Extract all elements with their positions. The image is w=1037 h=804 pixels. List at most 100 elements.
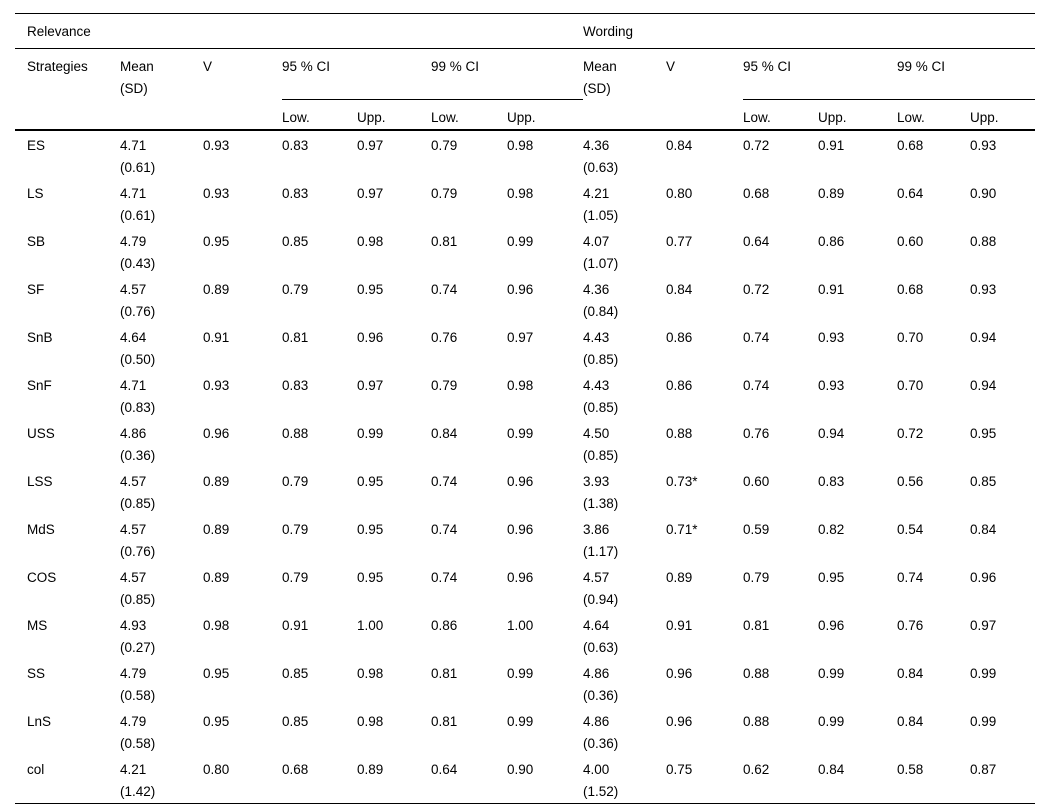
wording-ci99-upp-cell: 0.95 xyxy=(970,426,997,441)
sd-value: (1.42) xyxy=(120,784,156,799)
sd-value: (0.58) xyxy=(120,688,156,703)
mean-value: 4.79 xyxy=(120,666,147,681)
table-row: SF 4.57 (0.76) 0.89 0.79 0.95 0.74 0.96 … xyxy=(15,275,1035,323)
relevance-ci95-low-cell: 0.85 xyxy=(282,234,309,249)
relevance-mean-sd-cell: 4.79 (0.58) xyxy=(120,659,203,707)
table-body: ES 4.71 (0.61) 0.93 0.83 0.97 0.79 0.98 … xyxy=(15,130,1035,804)
wording-v-cell: 0.96 xyxy=(666,714,693,729)
relevance-mean-sd-cell: 4.71 (0.83) xyxy=(120,371,203,419)
relevance-ci99-upp-cell: 0.96 xyxy=(507,522,534,537)
wording-ci99-upp-cell: 0.96 xyxy=(970,570,997,585)
strategy-label: SF xyxy=(27,282,45,297)
relevance-ci99-upp-cell: 0.98 xyxy=(507,378,534,393)
wording-v-cell: 0.86 xyxy=(666,330,693,345)
wording-ci99-upp-cell: 0.90 xyxy=(970,186,997,201)
relevance-ci95-upp-cell: 0.95 xyxy=(357,474,384,489)
mean-value: 4.21 xyxy=(583,186,610,201)
relevance-mean-sd-cell: 4.86 (0.36) xyxy=(120,419,203,467)
sd-value: (1.38) xyxy=(583,496,619,511)
relevance-ci99-upp-cell: 0.90 xyxy=(507,762,534,777)
relevance-ci99-low-cell: 0.76 xyxy=(431,330,458,345)
col-header-ci95-upp-wording: Upp. xyxy=(818,110,847,125)
sd-value: (0.27) xyxy=(120,640,156,655)
wording-ci95-low-cell: 0.72 xyxy=(743,138,770,153)
wording-ci95-upp-cell: 0.99 xyxy=(818,714,845,729)
col-header-ci95-low-wording: Low. xyxy=(743,110,771,125)
mean-value: 4.57 xyxy=(120,282,147,297)
relevance-ci99-low-cell: 0.64 xyxy=(431,762,458,777)
wording-ci95-low-cell: 0.81 xyxy=(743,618,770,633)
relevance-v-cell: 0.89 xyxy=(203,282,230,297)
strategy-label: SnB xyxy=(27,330,53,345)
relevance-ci99-low-cell: 0.74 xyxy=(431,522,458,537)
wording-ci95-upp-cell: 0.86 xyxy=(818,234,845,249)
wording-ci95-low-cell: 0.64 xyxy=(743,234,770,249)
wording-ci95-low-cell: 0.62 xyxy=(743,762,770,777)
wording-ci95-low-cell: 0.88 xyxy=(743,666,770,681)
sd-value: (0.85) xyxy=(120,592,156,607)
wording-ci95-upp-cell: 0.91 xyxy=(818,138,845,153)
mean-header-line: Mean xyxy=(120,59,154,74)
wording-ci95-low-cell: 0.74 xyxy=(743,330,770,345)
relevance-ci99-upp-cell: 0.99 xyxy=(507,714,534,729)
relevance-ci95-upp-cell: 0.98 xyxy=(357,714,384,729)
table-row: MdS 4.57 (0.76) 0.89 0.79 0.95 0.74 0.96… xyxy=(15,515,1035,563)
relevance-mean-sd-cell: 4.93 (0.27) xyxy=(120,611,203,659)
wording-ci99-low-cell: 0.84 xyxy=(897,714,924,729)
wording-ci95-low-cell: 0.59 xyxy=(743,522,770,537)
wording-ci95-upp-cell: 0.84 xyxy=(818,762,845,777)
relevance-ci95-upp-cell: 0.95 xyxy=(357,282,384,297)
col-header-ci99-upp-relevance: Upp. xyxy=(507,110,536,125)
relevance-v-cell: 0.93 xyxy=(203,186,230,201)
column-header-row: Strategies Mean (SD) V 95 % CI 99 % CI M… xyxy=(15,48,1036,100)
relevance-ci99-upp-cell: 0.97 xyxy=(507,330,534,345)
statistics-table: Relevance Wording Strategies Mean (SD) V… xyxy=(15,13,1036,804)
relevance-v-cell: 0.89 xyxy=(203,474,230,489)
relevance-ci95-upp-cell: 0.95 xyxy=(357,570,384,585)
relevance-v-cell: 0.89 xyxy=(203,570,230,585)
mean-value: 4.86 xyxy=(583,666,610,681)
relevance-v-cell: 0.96 xyxy=(203,426,230,441)
section-header-row: Relevance Wording xyxy=(15,14,1036,49)
wording-mean-sd-cell: 4.00 (1.52) xyxy=(583,755,666,804)
wording-ci95-upp-cell: 0.93 xyxy=(818,378,845,393)
relevance-v-cell: 0.89 xyxy=(203,522,230,537)
relevance-v-cell: 0.80 xyxy=(203,762,230,777)
relevance-v-cell: 0.98 xyxy=(203,618,230,633)
wording-ci99-low-cell: 0.68 xyxy=(897,138,924,153)
strategy-label: MdS xyxy=(27,522,55,537)
col-header-ci99-upp-wording: Upp. xyxy=(970,110,999,125)
wording-ci95-low-cell: 0.60 xyxy=(743,474,770,489)
sd-value: (0.61) xyxy=(120,208,156,223)
strategy-label: ES xyxy=(27,138,46,153)
wording-v-cell: 0.75 xyxy=(666,762,693,777)
wording-ci99-low-cell: 0.76 xyxy=(897,618,924,633)
sd-value: (0.36) xyxy=(583,736,619,751)
wording-mean-sd-cell: 3.93 (1.38) xyxy=(583,467,666,515)
wording-ci99-upp-cell: 0.94 xyxy=(970,330,997,345)
wording-mean-sd-cell: 4.43 (0.85) xyxy=(583,323,666,371)
wording-v-cell: 0.80 xyxy=(666,186,693,201)
relevance-ci99-low-cell: 0.86 xyxy=(431,618,458,633)
wording-mean-sd-cell: 4.36 (0.84) xyxy=(583,275,666,323)
wording-v-cell: 0.71* xyxy=(666,522,698,537)
mean-value: 4.86 xyxy=(583,714,610,729)
relevance-ci99-upp-cell: 0.99 xyxy=(507,666,534,681)
table-row: SB 4.79 (0.43) 0.95 0.85 0.98 0.81 0.99 … xyxy=(15,227,1035,275)
relevance-ci95-low-cell: 0.83 xyxy=(282,378,309,393)
relevance-ci99-low-cell: 0.74 xyxy=(431,474,458,489)
wording-v-cell: 0.96 xyxy=(666,666,693,681)
strategy-label: LS xyxy=(27,186,44,201)
relevance-ci99-upp-cell: 0.98 xyxy=(507,186,534,201)
mean-value: 4.43 xyxy=(583,378,610,393)
relevance-v-cell: 0.95 xyxy=(203,714,230,729)
wording-ci95-upp-cell: 0.99 xyxy=(818,666,845,681)
sd-value: (0.83) xyxy=(120,400,156,415)
sd-value: (0.63) xyxy=(583,640,619,655)
mean-value: 4.93 xyxy=(120,618,147,633)
wording-ci99-low-cell: 0.84 xyxy=(897,666,924,681)
relevance-mean-sd-cell: 4.57 (0.76) xyxy=(120,275,203,323)
sd-value: (0.85) xyxy=(583,400,619,415)
wording-ci95-upp-cell: 0.95 xyxy=(818,570,845,585)
relevance-ci95-low-cell: 0.85 xyxy=(282,714,309,729)
